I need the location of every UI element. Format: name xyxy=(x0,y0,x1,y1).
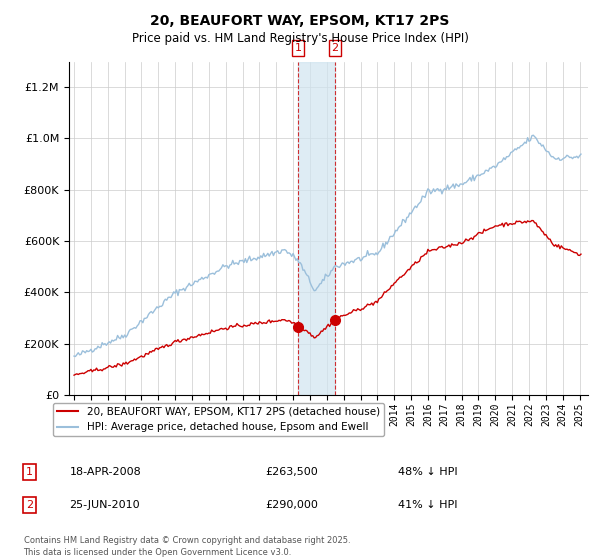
Text: 1: 1 xyxy=(26,467,33,477)
Text: £290,000: £290,000 xyxy=(265,500,319,510)
Text: £263,500: £263,500 xyxy=(265,467,318,477)
Text: 2: 2 xyxy=(26,500,33,510)
Text: Contains HM Land Registry data © Crown copyright and database right 2025.
This d: Contains HM Land Registry data © Crown c… xyxy=(23,535,350,557)
Text: 25-JUN-2010: 25-JUN-2010 xyxy=(70,500,140,510)
Text: 1: 1 xyxy=(295,43,302,53)
Text: 2: 2 xyxy=(331,43,338,53)
Text: 18-APR-2008: 18-APR-2008 xyxy=(70,467,142,477)
Text: 41% ↓ HPI: 41% ↓ HPI xyxy=(398,500,457,510)
Text: 20, BEAUFORT WAY, EPSOM, KT17 2PS: 20, BEAUFORT WAY, EPSOM, KT17 2PS xyxy=(151,14,449,28)
Text: 48% ↓ HPI: 48% ↓ HPI xyxy=(398,467,458,477)
Bar xyxy=(298,62,335,395)
Text: Price paid vs. HM Land Registry's House Price Index (HPI): Price paid vs. HM Land Registry's House … xyxy=(131,32,469,45)
Legend: 20, BEAUFORT WAY, EPSOM, KT17 2PS (detached house), HPI: Average price, detached: 20, BEAUFORT WAY, EPSOM, KT17 2PS (detac… xyxy=(53,403,384,436)
